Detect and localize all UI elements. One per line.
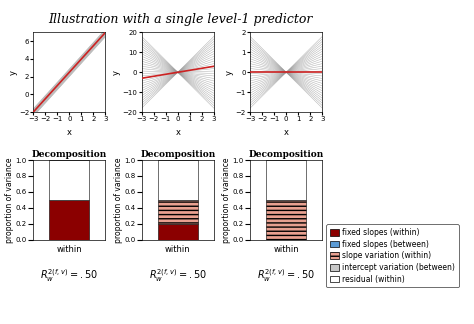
X-axis label: x: x	[283, 128, 289, 137]
Text: $R_w^{2(f,v)} = .50$: $R_w^{2(f,v)} = .50$	[257, 267, 315, 284]
Y-axis label: y: y	[225, 70, 234, 75]
Y-axis label: proportion of variance: proportion of variance	[5, 157, 14, 243]
Bar	[49, 200, 89, 240]
X-axis label: x: x	[67, 128, 72, 137]
Title: Decomposition: Decomposition	[32, 150, 107, 159]
X-axis label: x: x	[175, 128, 180, 137]
Bar	[158, 200, 198, 224]
Y-axis label: y: y	[9, 70, 18, 75]
Title: Decomposition: Decomposition	[140, 150, 215, 159]
Bar	[49, 160, 89, 200]
Y-axis label: y: y	[112, 70, 121, 75]
Legend: fixed slopes (within), fixed slopes (between), slope variation (within), interce: fixed slopes (within), fixed slopes (bet…	[326, 224, 459, 287]
Text: $R_w^{2(f,v)} = .50$: $R_w^{2(f,v)} = .50$	[149, 267, 207, 284]
Bar	[266, 160, 306, 200]
Bar	[266, 200, 306, 240]
Text: $R_w^{2(f,v)} = .50$: $R_w^{2(f,v)} = .50$	[40, 267, 99, 284]
Bar	[158, 160, 198, 200]
Title: Decomposition: Decomposition	[248, 150, 324, 159]
Text: Illustration with a single level-1 predictor: Illustration with a single level-1 predi…	[48, 13, 312, 26]
Y-axis label: proportion of variance: proportion of variance	[114, 157, 123, 243]
Bar	[158, 224, 198, 240]
Y-axis label: proportion of variance: proportion of variance	[222, 157, 231, 243]
